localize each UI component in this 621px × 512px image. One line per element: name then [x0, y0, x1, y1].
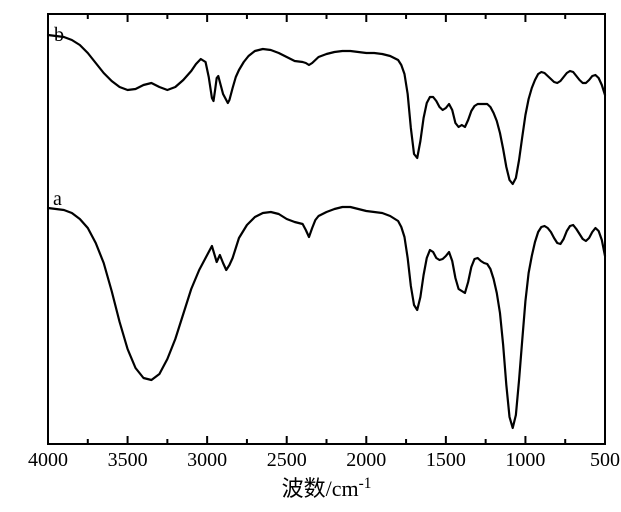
x-tick-label: 4000 [28, 449, 68, 471]
series-line-b [48, 35, 605, 184]
x-tick-label: 500 [590, 449, 620, 471]
x-axis-label: 波数/cm-1 [282, 475, 372, 502]
x-tick-label: 2000 [346, 449, 386, 471]
plot-border [48, 14, 605, 444]
series-label-b: b [54, 24, 64, 46]
x-tick-label: 3000 [187, 449, 227, 471]
ir-spectrum-chart: 4000 3500 3000 2500 2000 1500 1000 500 波数/cm-1 a b [0, 0, 621, 512]
x-tick-label: 1500 [426, 449, 466, 471]
series-line-a [48, 207, 605, 428]
chart-container: 4000 3500 3000 2500 2000 1500 1000 500 波数/cm-1 a b [0, 0, 621, 512]
x-tick-label: 1000 [505, 449, 545, 471]
x-tick-label: 3500 [108, 449, 148, 471]
x-tick-label: 2500 [267, 449, 307, 471]
series-label-a: a [53, 188, 62, 210]
